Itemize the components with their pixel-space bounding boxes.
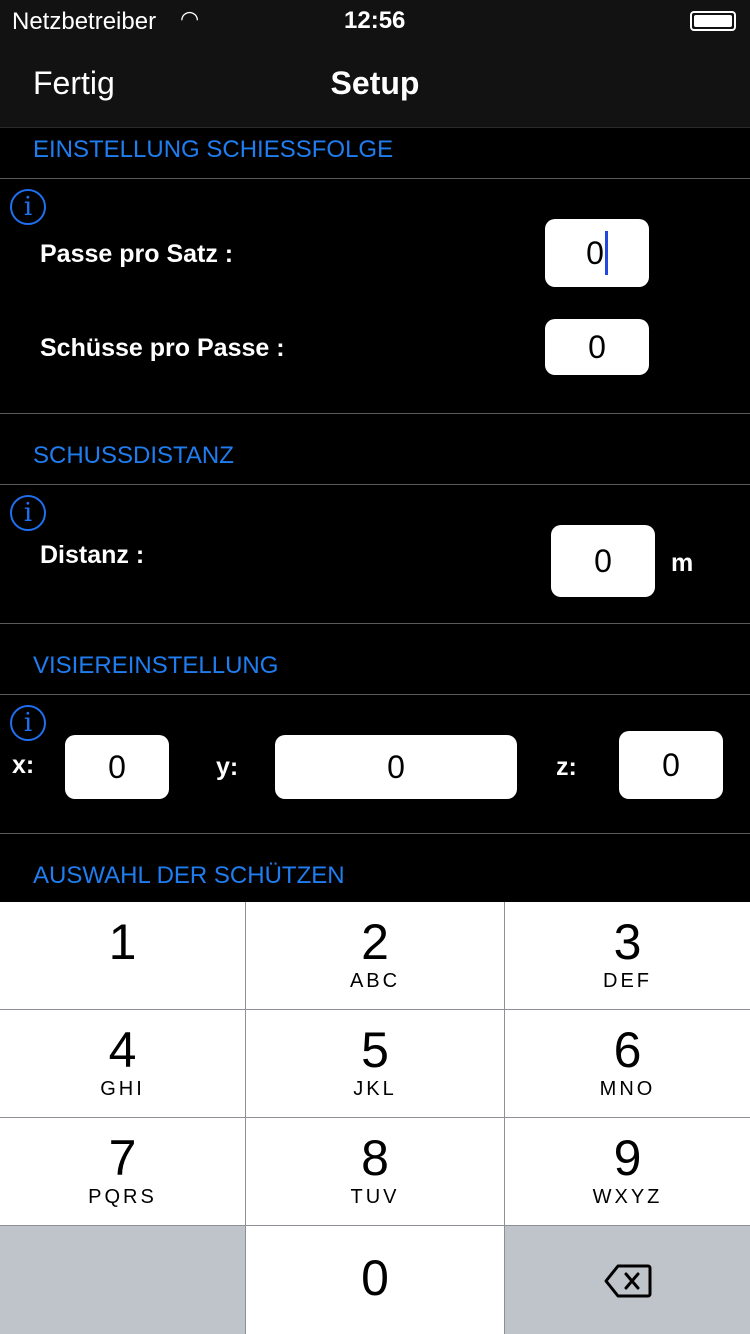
divider [0, 694, 750, 695]
key-letters: DEF [603, 970, 652, 992]
key-letters: ABC [349, 970, 401, 992]
key-7[interactable]: 7 PQRS [0, 1118, 245, 1225]
page-title: Setup [330, 65, 420, 101]
section-header-sequence: EINSTELLUNG SCHIESSFOLGE [33, 136, 394, 163]
info-icon[interactable]: i [10, 495, 46, 531]
sight-y-input[interactable]: 0 [275, 735, 517, 799]
delete-key[interactable] [505, 1226, 750, 1334]
nav-bar: Fertig Setup [0, 40, 750, 128]
distance-label: Distanz : [40, 541, 145, 569]
empty-key [0, 1226, 245, 1334]
shots-per-end-input[interactable]: 0 [545, 319, 649, 375]
shots-per-end-label: Schüsse pro Passe : [40, 334, 285, 362]
wifi-icon: ◠ [180, 6, 200, 31]
carrier: Netzbetreiber [12, 8, 157, 35]
key-letters: WXYZ [592, 1186, 663, 1208]
key-digit: 6 [613, 1022, 642, 1078]
sight-z-input[interactable]: 0 [619, 731, 723, 799]
key-digit: 3 [613, 914, 642, 970]
key-digit: 5 [361, 1022, 389, 1078]
clock: 12:56 [344, 7, 406, 34]
info-icon[interactable]: i [10, 189, 46, 225]
done-button[interactable]: Fertig [33, 65, 115, 101]
key-digit: 4 [108, 1022, 137, 1078]
divider [0, 413, 750, 414]
divider [0, 484, 750, 485]
info-icon[interactable]: i [10, 705, 46, 741]
divider [0, 833, 750, 834]
sight-x-label: x: [12, 751, 35, 779]
section-header-distance: SCHUSSDISTANZ [33, 442, 234, 469]
battery-icon [690, 11, 736, 31]
key-digit: 0 [361, 1250, 389, 1306]
status-bar: Netzbetreiber ◠ 12:56 [0, 0, 750, 40]
key-8[interactable]: 8 TUV [246, 1118, 504, 1225]
key-letters: PQRS [88, 1186, 157, 1208]
sight-x-input[interactable]: 0 [65, 735, 169, 799]
key-5[interactable]: 5 JKL [246, 1010, 504, 1117]
distance-unit: m [671, 549, 694, 577]
key-4[interactable]: 4 GHI [0, 1010, 245, 1117]
key-letters: MNO [599, 1078, 656, 1100]
ends-per-set-label: Passe pro Satz : [40, 240, 234, 268]
key-3[interactable]: 3 DEF [505, 902, 750, 1009]
distance-input[interactable]: 0 [551, 525, 655, 597]
ends-per-set-input[interactable]: 0 [545, 219, 649, 287]
key-digit: 7 [108, 1130, 137, 1186]
backspace-icon [604, 1264, 651, 1298]
divider [0, 623, 750, 624]
section-header-sight: VISIEREINSTELLUNG [33, 652, 279, 679]
key-letters: TUV [350, 1186, 400, 1208]
ends-per-set-value: 0 [586, 234, 604, 271]
sight-y-label: y: [216, 753, 239, 781]
key-letters: JKL [353, 1078, 397, 1100]
key-digit: 1 [108, 914, 137, 970]
text-cursor [604, 231, 608, 275]
key-1[interactable]: 1 [0, 902, 245, 1009]
divider [0, 178, 750, 179]
key-2[interactable]: 2 ABC [246, 902, 504, 1009]
key-6[interactable]: 6 MNO [505, 1010, 750, 1117]
key-letters: GHI [100, 1078, 145, 1100]
sight-z-label: z: [556, 753, 577, 781]
section-header-archers: AUSWAHL DER SCHÜTZEN [33, 862, 345, 889]
key-9[interactable]: 9 WXYZ [505, 1118, 750, 1225]
key-0[interactable]: 0 [246, 1226, 504, 1334]
key-digit: 9 [613, 1130, 642, 1186]
key-digit: 2 [361, 914, 389, 970]
key-digit: 8 [361, 1130, 389, 1186]
